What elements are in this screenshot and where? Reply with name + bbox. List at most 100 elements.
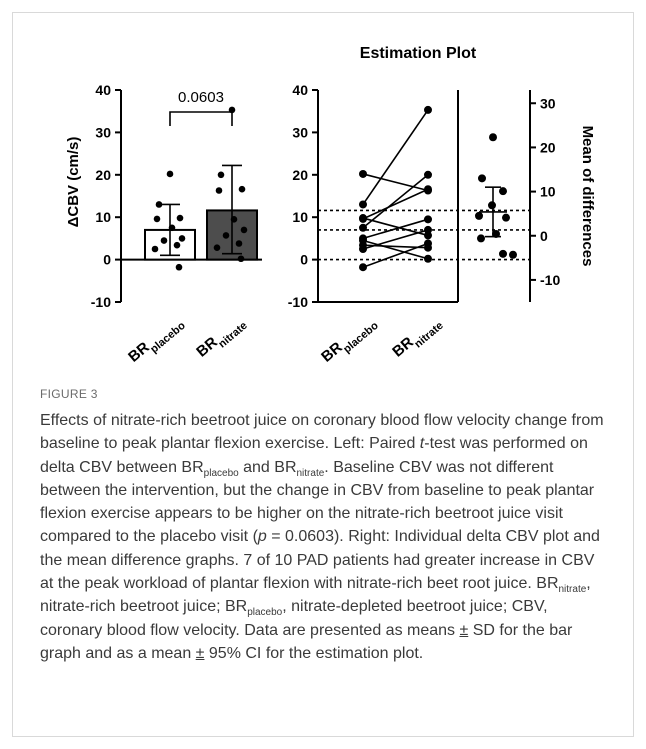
data-point xyxy=(213,244,221,252)
data-point xyxy=(155,201,163,208)
difference-point xyxy=(478,174,486,183)
caption-run: ± xyxy=(195,644,205,662)
data-point xyxy=(160,237,168,244)
caption-subscript: placebo xyxy=(203,467,239,479)
y-tick-label: 40 xyxy=(95,82,111,98)
caption-run: ± xyxy=(459,621,469,639)
category-label: BRplacebo xyxy=(125,312,188,370)
data-point xyxy=(217,171,225,179)
pair-line xyxy=(362,218,429,240)
caption-run: , nitrate-depleted beetroot juice; CBV, … xyxy=(40,598,548,639)
right-y-tick-label: 0 xyxy=(540,228,548,244)
difference-point xyxy=(488,201,496,210)
data-point xyxy=(230,216,238,223)
y-tick-label: 30 xyxy=(95,124,111,140)
caption-run: p xyxy=(257,528,267,546)
pair-point-nitrate xyxy=(424,225,432,234)
pair-point-placebo xyxy=(359,263,367,272)
left-y-tick-label: 40 xyxy=(292,82,308,98)
pair-point-placebo xyxy=(359,200,367,209)
right-y-tick-label: 30 xyxy=(540,95,556,111)
pair-point-nitrate xyxy=(424,170,432,179)
caption-run: SD for the bar graph and as a mean xyxy=(40,621,573,662)
difference-point xyxy=(499,249,507,258)
data-point xyxy=(153,215,161,223)
y-tick-label: 20 xyxy=(95,167,111,183)
caption-run: Effects of nitrate-rich beetroot juice o… xyxy=(40,412,604,453)
difference-point xyxy=(499,187,507,196)
figure-label: FIGURE 3 xyxy=(40,387,98,401)
pair-line xyxy=(362,242,429,268)
data-point xyxy=(176,214,184,222)
right-y-tick-label: 10 xyxy=(540,184,556,200)
category-label: BRnitrate xyxy=(389,312,446,364)
pair-point-placebo xyxy=(359,245,367,253)
pair-point-placebo xyxy=(359,169,367,178)
data-point xyxy=(237,255,245,263)
difference-point xyxy=(489,133,497,142)
left-y-tick-label: -10 xyxy=(288,294,308,310)
p-value-label: 0.0603 xyxy=(178,89,224,106)
caption-text: Effects of nitrate-rich beetroot juice o… xyxy=(40,409,610,665)
pair-point-nitrate xyxy=(424,105,432,114)
significance-bracket xyxy=(169,111,233,126)
bar-chart: -10 0 10 20 30 40 ΔCBV (cm/s) BRplacebo BRnitrat… xyxy=(65,82,262,370)
caption-run: and BR xyxy=(238,458,297,476)
data-point xyxy=(168,224,176,232)
right-y-tick-label: -10 xyxy=(540,272,560,288)
caption-run: -test was performed on delta CBV between… xyxy=(40,435,588,476)
data-point xyxy=(166,170,174,178)
left-y-tick-label: 10 xyxy=(292,209,308,225)
caption-run: . Baseline CBV was not different between… xyxy=(40,458,595,546)
chart-title: Estimation Plot xyxy=(360,45,477,62)
left-y-tick-label: 0 xyxy=(300,252,308,268)
pair-line xyxy=(362,239,429,260)
category-label: BRplacebo xyxy=(318,312,381,370)
caption-run: = 0.0603). Right: Individual delta CBV p… xyxy=(40,528,600,593)
y-tick-label: 10 xyxy=(95,209,111,225)
estimation-plot: Estimation Plot -10 0 10 20 30 40 -10 0 10 20 30 Mea… xyxy=(288,45,596,370)
y-tick-label: 0 xyxy=(103,252,111,268)
difference-point xyxy=(509,250,517,259)
right-y-axis-label: Mean of differences xyxy=(579,126,596,267)
y-tick-label: -10 xyxy=(91,294,111,310)
y-axis-label: ΔCBV (cm/s) xyxy=(65,137,82,228)
pair-point-nitrate xyxy=(424,254,432,263)
pair-line xyxy=(362,229,429,250)
category-label: BRnitrate xyxy=(193,312,250,364)
pair-point-nitrate xyxy=(424,215,432,224)
caption-run: 95% CI for the estimation plot. xyxy=(204,644,424,662)
pair-line xyxy=(362,173,429,192)
data-point xyxy=(178,235,186,242)
difference-point xyxy=(502,213,510,222)
right-y-tick-label: 20 xyxy=(540,139,556,155)
caption-subscript: nitrate xyxy=(558,584,587,596)
pair-point-placebo xyxy=(359,214,367,223)
difference-point xyxy=(475,211,483,220)
pair-line xyxy=(362,109,429,205)
data-point xyxy=(240,226,248,234)
pair-point-nitrate xyxy=(424,231,432,240)
caption-subscript: placebo xyxy=(247,607,283,619)
caption-run: t xyxy=(419,435,425,453)
data-point xyxy=(238,185,246,193)
difference-point xyxy=(477,234,485,243)
pair-point-placebo xyxy=(359,223,367,232)
pair-point-nitrate xyxy=(424,185,432,194)
left-y-tick-label: 20 xyxy=(292,167,308,183)
pair-line xyxy=(362,174,429,229)
left-y-tick-label: 30 xyxy=(292,124,308,140)
data-point xyxy=(173,241,181,249)
data-point xyxy=(222,232,230,239)
figure-caption: FIGURE 3 Effects of nitrate-rich beetroo… xyxy=(40,387,610,665)
data-point xyxy=(151,245,159,253)
pair-line xyxy=(362,188,429,220)
pair-point-nitrate xyxy=(424,239,432,248)
data-point xyxy=(215,187,223,194)
caption-run: , nitrate-rich beetroot juice; BR xyxy=(40,575,591,616)
data-point xyxy=(235,240,243,247)
data-point xyxy=(175,263,183,271)
figure-frame xyxy=(12,12,634,737)
caption-subscript: nitrate xyxy=(296,467,325,479)
